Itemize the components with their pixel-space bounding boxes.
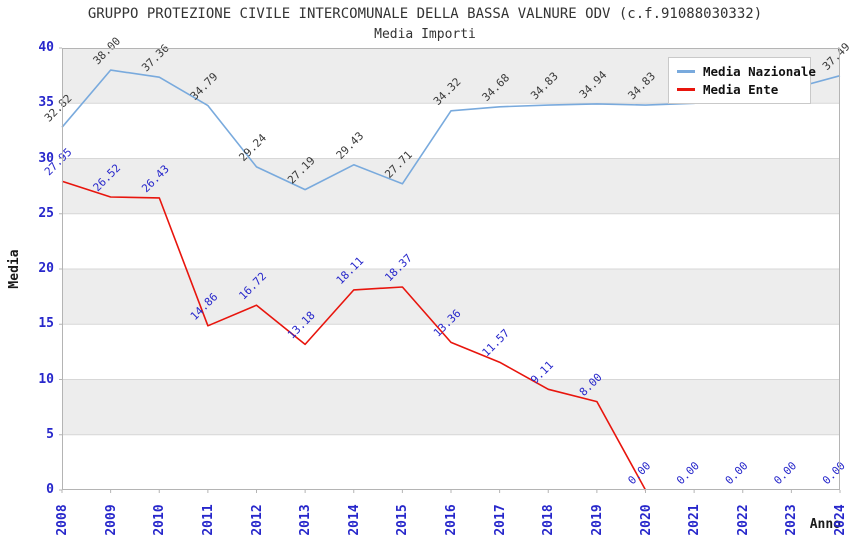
background-band [62, 103, 840, 159]
x-tick-label: 2015 [395, 504, 411, 536]
legend-item-nazionale: Media Nazionale [677, 64, 816, 79]
x-tick-label: 2020 [638, 504, 654, 536]
ente-line-swatch-icon [677, 88, 695, 92]
y-tick-label: 40 [38, 40, 54, 55]
plot-area: 32.82 38.00 37.36 34.79 29.24 27.19 29.43 27.71… [42, 35, 850, 493]
legend-label: Media Nazionale [703, 63, 816, 79]
legend: Media Nazionale Media Ente [668, 57, 816, 104]
y-tick-label: 30 [38, 150, 54, 166]
x-tick-label: 2008 [55, 504, 70, 536]
background-band [62, 213, 840, 269]
x-tick-label: 2010 [152, 504, 168, 536]
background-band [62, 379, 840, 435]
background-band [62, 158, 840, 214]
x-tick-label: 2017 [492, 504, 508, 536]
background-band [62, 269, 840, 325]
x-tick-label: 2016 [444, 504, 459, 536]
plot-frame [62, 48, 840, 490]
x-tick-label: 2014 [346, 504, 362, 536]
x-tick-label: 2019 [589, 504, 605, 536]
x-tick-label: 2018 [541, 504, 557, 536]
y-tick-label: 20 [38, 261, 54, 276]
chart-subtitle: Media Importi [374, 27, 476, 42]
x-tick-label: 2022 [735, 504, 751, 536]
y-tick-label: 5 [46, 426, 54, 442]
x-axis-title: Anno [809, 517, 841, 532]
x-tick-label: 2013 [298, 504, 314, 536]
media-ente-line [61, 180, 647, 491]
x-tick-label: 2012 [249, 504, 265, 536]
background-band [62, 324, 840, 380]
legend-label: Media Ente [703, 82, 779, 98]
y-tick-label: 0 [46, 482, 54, 497]
legend-item-ente: Media Ente [677, 82, 802, 97]
y-tick-label: 10 [38, 371, 54, 387]
nazionale-line-swatch-icon [677, 69, 695, 73]
background-band [62, 434, 840, 490]
x-tick-label: 2021 [687, 504, 703, 536]
x-tick-label: 2009 [103, 504, 119, 536]
y-tick-label: 35 [38, 95, 54, 111]
chart-title: GRUPPO PROTEZIONE CIVILE INTERCOMUNALE D… [87, 6, 763, 22]
y-tick-label: 25 [38, 205, 54, 221]
y-tick-label: 15 [38, 316, 54, 332]
x-tick-label: 2023 [784, 504, 800, 536]
x-tick-label: 2024 [833, 504, 848, 536]
x-tick-label: 2011 [200, 504, 216, 536]
